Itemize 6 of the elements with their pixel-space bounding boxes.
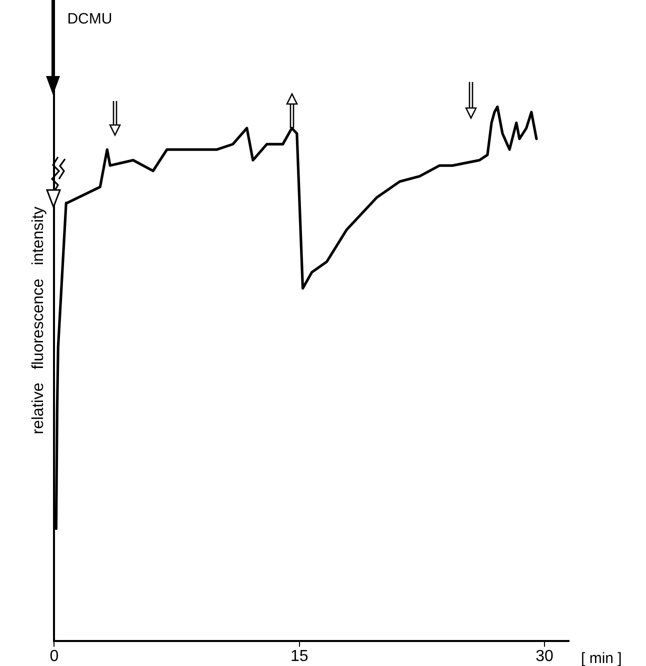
text: DCMU: [67, 10, 112, 28]
x-axis-title: [ min ]: [581, 650, 622, 666]
x-tick-label: 0: [50, 648, 59, 665]
y-axis-title: relative fluorescence intensity: [30, 206, 48, 434]
x-tick-label: 30: [536, 648, 554, 665]
x-tick-label: 15: [290, 648, 308, 665]
